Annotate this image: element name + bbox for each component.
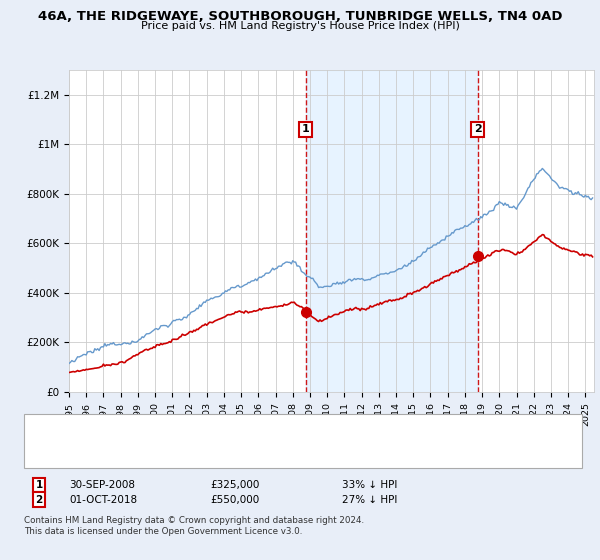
Text: 1: 1 (35, 480, 43, 490)
Text: Price paid vs. HM Land Registry's House Price Index (HPI): Price paid vs. HM Land Registry's House … (140, 21, 460, 31)
Text: 33% ↓ HPI: 33% ↓ HPI (342, 480, 397, 490)
Text: 30-SEP-2008: 30-SEP-2008 (69, 480, 135, 490)
Text: 27% ↓ HPI: 27% ↓ HPI (342, 494, 397, 505)
Text: ——: —— (39, 448, 64, 461)
Text: 2: 2 (35, 494, 43, 505)
Text: 46A, THE RIDGEWAYE, SOUTHBOROUGH, TUNBRIDGE WELLS, TN4 0AD (detached house: 46A, THE RIDGEWAYE, SOUTHBOROUGH, TUNBRI… (69, 423, 500, 433)
Bar (305, 70, 478, 392)
Text: £325,000: £325,000 (210, 480, 259, 490)
Text: Contains HM Land Registry data © Crown copyright and database right 2024.
This d: Contains HM Land Registry data © Crown c… (24, 516, 364, 536)
Text: 2: 2 (474, 124, 482, 134)
Text: HPI: Average price, detached house, Tunbridge Wells: HPI: Average price, detached house, Tunb… (69, 449, 327, 459)
Text: ——: —— (39, 421, 64, 434)
Text: 1: 1 (302, 124, 310, 134)
Text: 46A, THE RIDGEWAYE, SOUTHBOROUGH, TUNBRIDGE WELLS, TN4 0AD: 46A, THE RIDGEWAYE, SOUTHBOROUGH, TUNBRI… (38, 10, 562, 22)
Text: £550,000: £550,000 (210, 494, 259, 505)
Text: 01-OCT-2018: 01-OCT-2018 (69, 494, 137, 505)
